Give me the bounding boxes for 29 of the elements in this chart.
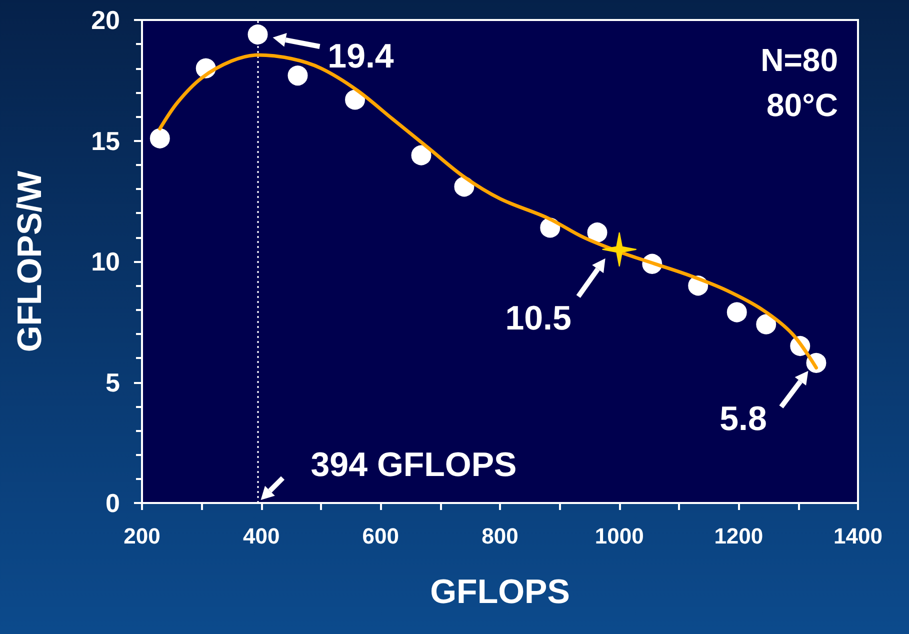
- point: [726, 302, 747, 322]
- y-tick-label: 5: [106, 367, 120, 398]
- x-tick-label: 1200: [714, 524, 764, 548]
- y-tick-label: 20: [91, 5, 120, 35]
- x-tick-label: 1000: [594, 524, 644, 548]
- point: [345, 90, 366, 110]
- x-tick-label: 800: [482, 524, 518, 548]
- point: [248, 24, 268, 44]
- annotation: 5.8: [720, 400, 767, 438]
- point: [411, 145, 432, 166]
- annotation: N=80: [760, 42, 838, 78]
- annotation: 394 GFLOPS: [310, 446, 517, 484]
- y-tick-label: 0: [106, 488, 120, 518]
- y-tick-label: 10: [91, 246, 120, 276]
- point: [602, 232, 637, 267]
- x-tick-label: 200: [124, 524, 160, 548]
- x-tick-label: 400: [242, 524, 280, 548]
- x-tick-label: 1400: [834, 524, 882, 548]
- point: [150, 128, 170, 148]
- x-tick-label: 600: [362, 524, 400, 548]
- annotation: 80°C: [766, 87, 838, 123]
- x-axis-title: GFLOPS: [430, 573, 570, 611]
- point: [288, 66, 308, 86]
- annotation: 10.5: [505, 299, 572, 338]
- annotation: 19.4: [328, 37, 394, 76]
- point: [587, 222, 608, 243]
- y-tick-label: 15: [91, 126, 120, 156]
- y-axis-title: GFLOPS/W: [11, 170, 49, 352]
- point: [756, 314, 776, 334]
